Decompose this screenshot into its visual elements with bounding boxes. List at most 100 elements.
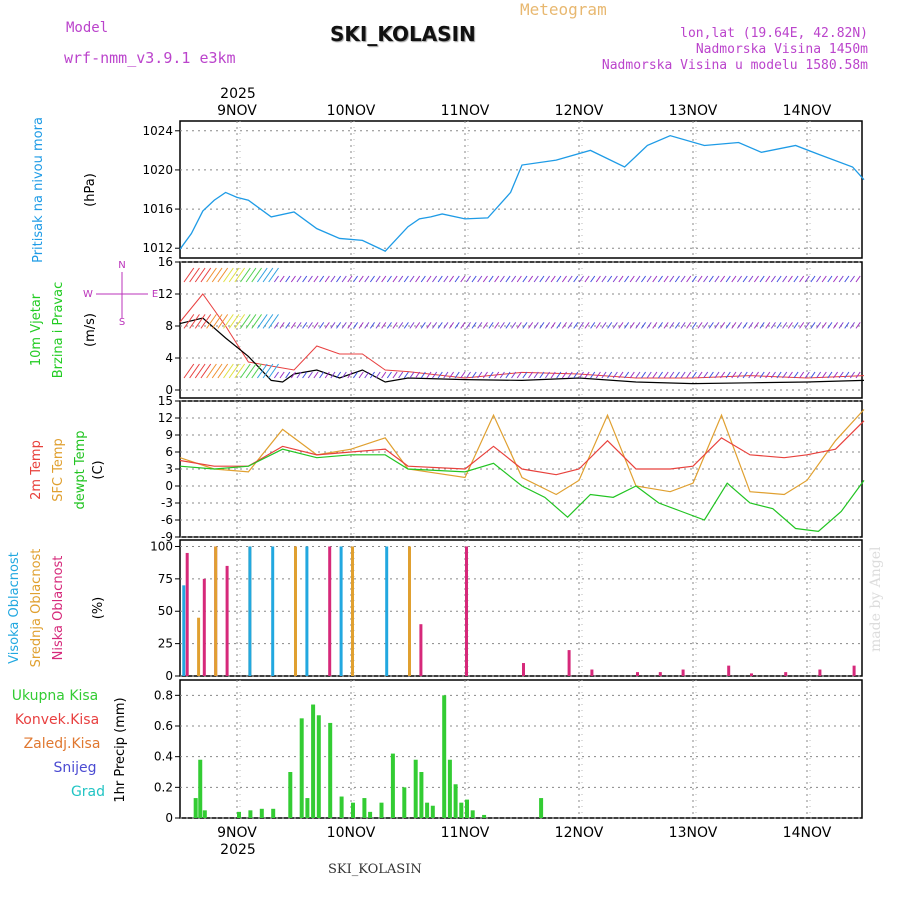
wind-barb-0-24 (319, 275, 325, 283)
cloud-bar-0-12 (658, 672, 662, 676)
wind-barb-1-79 (629, 322, 635, 329)
wind-barb-2-63 (539, 371, 545, 379)
wind-barb-0-51 (471, 275, 477, 283)
ytick-label-2-4: 3 (165, 462, 173, 476)
wind-barb-1-50 (465, 322, 471, 329)
wind-barb-1-88 (680, 322, 686, 329)
wind-barb-0-54 (488, 275, 494, 283)
wind-barb-2-104 (770, 371, 776, 379)
wind-barb-1-93 (708, 322, 714, 329)
wind-barb-2-43 (426, 371, 432, 379)
wind-barb-1-112 (816, 322, 822, 329)
wind-barb-2-116 (838, 371, 844, 379)
wind-barb-1-73 (595, 322, 601, 329)
precip-bar-11 (316, 715, 321, 818)
wind-barb-0-62 (533, 275, 539, 283)
wind-barb-0-117 (844, 275, 850, 283)
wind-barb-1-10 (240, 314, 251, 329)
wind-barb-2-83 (652, 371, 658, 379)
compass-0: N (118, 260, 125, 271)
wind-barb-0-93 (708, 275, 714, 283)
wind-barb-1-115 (833, 322, 839, 329)
ytick-label-3-3: 75 (158, 572, 173, 586)
wind-barb-0-34 (375, 275, 381, 283)
wind-barb-0-53 (482, 275, 488, 283)
wind-barb-1-117 (844, 322, 850, 329)
ytick-label-2-7: 12 (158, 411, 173, 425)
cloud-bar-0-8 (522, 663, 525, 676)
wind-barb-1-55 (494, 322, 500, 329)
wind-barb-0-38 (398, 275, 404, 283)
wind-barb-0-13 (257, 267, 268, 283)
wind-barb-2-67 (561, 371, 567, 379)
wind-barb-1-104 (770, 322, 776, 329)
wind-barb-2-45 (437, 371, 443, 379)
wind-barb-1-89 (686, 322, 692, 329)
wind-barb-2-75 (607, 371, 613, 379)
wind-barb-0-49 (460, 275, 466, 283)
wind-barb-2-71 (584, 371, 590, 379)
chart-kind-label: Meteogram (520, 0, 607, 19)
wind-barb-1-35 (381, 322, 387, 329)
wind-barb-2-99 (742, 371, 748, 379)
panel-frame-4 (179, 679, 863, 819)
wind-barb-1-99 (742, 322, 748, 329)
cloud-bar-2-5 (385, 546, 389, 676)
wind-barb-1-118 (849, 322, 855, 329)
wind-barb-0-43 (426, 275, 432, 283)
precip-bar-27 (459, 802, 464, 818)
wind-barb-2-21 (302, 371, 308, 379)
precip-bar-8 (299, 718, 304, 818)
wind-barb-0-63 (539, 275, 545, 283)
date-top-5: 14NOV (783, 103, 832, 119)
ytick-label-2-8: 15 (158, 394, 173, 408)
wind-barb-1-37 (392, 322, 398, 329)
wind-barb-2-98 (737, 371, 743, 379)
wind-barb-2-109 (799, 371, 805, 379)
wind-barb-1-2 (194, 314, 206, 329)
date-top-1: 10NOV (327, 103, 376, 119)
wind-barb-2-54 (488, 371, 494, 379)
wind-barb-1-39 (403, 322, 409, 329)
temp2m-line (179, 420, 865, 476)
wind-barb-0-16 (273, 275, 279, 283)
wind-barb-0-12 (251, 267, 262, 283)
wind-barb-1-61 (528, 322, 534, 329)
wind-barb-2-105 (776, 371, 782, 379)
wind-barb-1-72 (590, 322, 596, 329)
wind-barb-0-100 (748, 275, 754, 283)
wind-barb-2-44 (432, 371, 438, 379)
wind-barb-1-43 (426, 322, 432, 329)
wind-barb-2-7 (223, 363, 234, 379)
wind-barb-0-109 (799, 275, 805, 283)
cloud-bar-0-10 (590, 669, 594, 676)
wind-barb-2-2 (194, 363, 206, 379)
wind-barb-1-27 (336, 322, 342, 329)
footer-station: SKI_KOLASIN (328, 862, 422, 877)
wind-barb-2-20 (296, 371, 302, 379)
date-bottom-5: 14NOV (783, 825, 832, 841)
ytick-label-3-2: 50 (158, 604, 173, 618)
wind-barb-0-35 (381, 275, 387, 283)
wind-barb-0-99 (742, 275, 748, 283)
wind-barb-2-48 (454, 371, 460, 379)
wind-barb-0-6 (217, 267, 229, 283)
wind-barb-0-47 (449, 275, 455, 283)
wind-barb-1-90 (691, 322, 697, 329)
wind-speed-line (179, 317, 865, 385)
wind-barb-2-78 (624, 371, 630, 379)
wind-barb-0-44 (432, 275, 438, 283)
wind-barb-2-107 (787, 371, 793, 379)
wind-barb-0-32 (364, 275, 370, 283)
cloud-bar-2-3 (305, 546, 309, 676)
wind-barb-1-67 (561, 322, 567, 329)
wind-barb-1-49 (460, 322, 466, 329)
precip-bar-20 (413, 759, 418, 818)
wind-barb-2-6 (217, 363, 229, 379)
wind-barb-2-77 (618, 371, 624, 379)
wind-barb-0-77 (618, 275, 624, 283)
wind-barb-0-27 (336, 275, 342, 283)
precip-bar-2 (202, 810, 207, 818)
cloud-bar-1-1 (214, 546, 218, 676)
wind-barb-1-31 (358, 322, 364, 329)
